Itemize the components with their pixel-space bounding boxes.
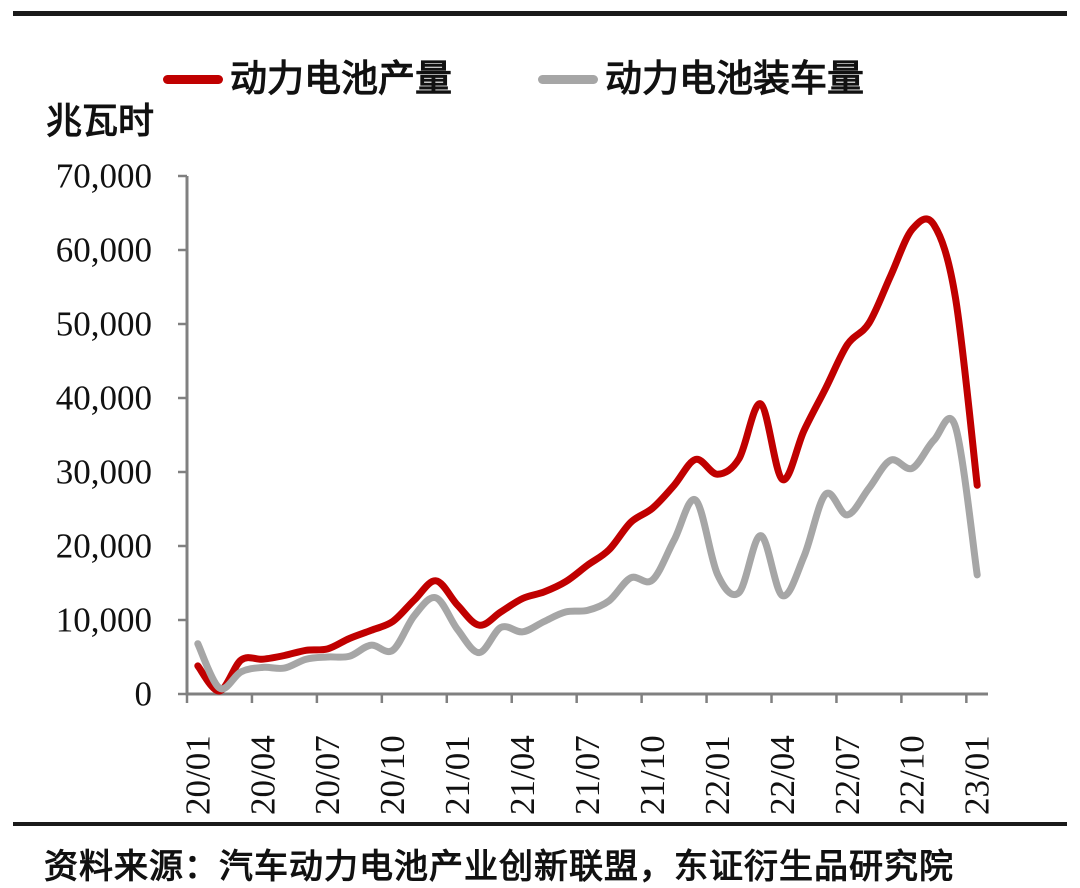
x-tick-label: 20/07 [308, 735, 347, 815]
legend-label-production: 动力电池产量 [230, 58, 452, 100]
y-tick-label: 0 [135, 675, 153, 714]
legend-label-installation: 动力电池装车量 [605, 58, 864, 100]
y-tick-label: 50,000 [56, 305, 152, 344]
y-tick-label: 10,000 [56, 601, 152, 640]
y-tick-label: 40,000 [56, 379, 152, 418]
x-tick-label: 22/07 [828, 735, 867, 815]
source-note: 资料来源：汽车动力电池产业创新联盟，东证衍生品研究院 [44, 849, 954, 886]
production-line-swatch [163, 74, 223, 84]
legend-item-installation: 动力电池装车量 [538, 56, 864, 102]
x-tick-label: 21/10 [633, 735, 672, 815]
chart-canvas: 0 10,000 20,000 30,000 40,000 50,000 60,000 70,… [56, 157, 997, 816]
x-tick-label: 20/10 [373, 735, 412, 815]
x-tick-label: 22/10 [893, 735, 932, 815]
x-tick-label: 20/04 [243, 735, 282, 815]
legend-item-production: 动力电池产量 [163, 56, 452, 102]
chart-legend: 动力电池产量 动力电池装车量 [0, 56, 1080, 102]
axis-lines [185, 176, 988, 696]
y-axis-unit-label: 兆瓦时 [46, 101, 155, 141]
x-tick-label: 20/01 [178, 735, 217, 815]
x-tick-label: 22/01 [698, 735, 737, 815]
bottom-divider [13, 822, 1067, 826]
x-tick-label: 23/01 [958, 735, 997, 815]
x-tick-label: 21/01 [438, 735, 477, 815]
y-tick-label: 70,000 [56, 157, 152, 196]
y-tick-label: 20,000 [56, 527, 152, 566]
top-divider [13, 11, 1067, 16]
x-tick-label: 22/04 [763, 735, 802, 815]
y-tick-label: 60,000 [56, 231, 152, 270]
x-tick-label: 21/07 [568, 735, 607, 815]
installation-line-swatch [538, 74, 598, 84]
y-tick-label: 30,000 [56, 453, 152, 492]
x-tick-label: 21/04 [503, 735, 542, 815]
series-line-installation [194, 415, 981, 693]
series-line-production [194, 215, 981, 695]
